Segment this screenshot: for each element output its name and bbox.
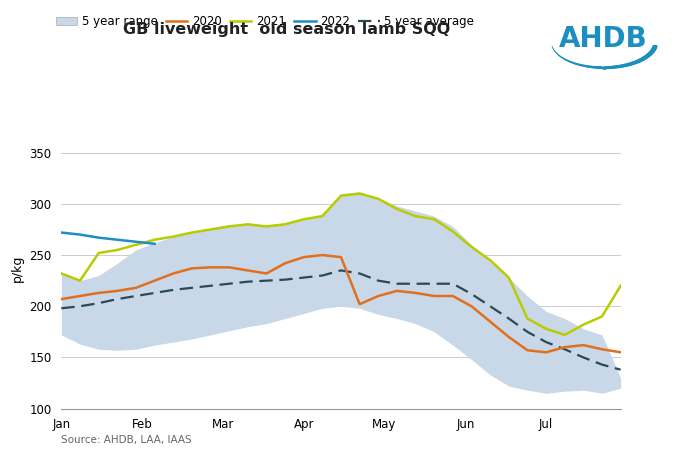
Text: Source: AHDB, LAA, IAAS: Source: AHDB, LAA, IAAS	[61, 435, 192, 445]
Text: GB liveweight  old season lamb SQQ: GB liveweight old season lamb SQQ	[123, 22, 450, 37]
Y-axis label: p/kg: p/kg	[11, 254, 24, 281]
Legend: 5 year range, 2020, 2021, 2022, 5 year average: 5 year range, 2020, 2021, 2022, 5 year a…	[56, 15, 474, 28]
Text: AHDB: AHDB	[559, 25, 648, 53]
